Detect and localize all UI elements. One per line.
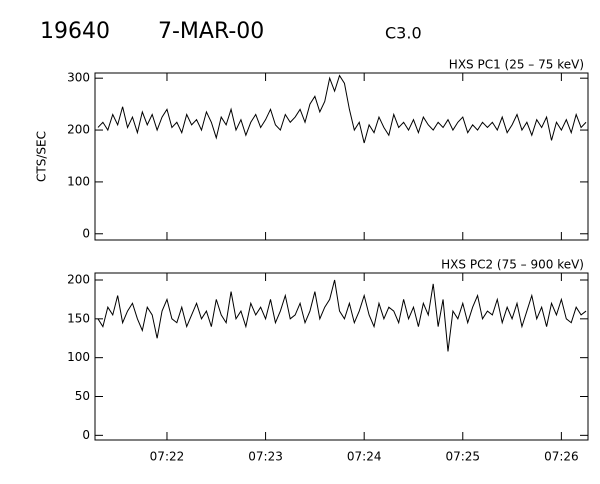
y-tick-label: 200 [67,123,90,137]
x-tick-label: 07:22 [150,450,185,464]
header-class: C3.0 [385,24,422,43]
y-tick-label: 300 [67,71,90,85]
y-tick-label: 50 [75,389,90,403]
header-id: 19640 [40,19,110,44]
panel-title: HXS PC2 (75 – 900 keV) [441,258,584,272]
plot-frame [94,272,589,441]
x-tick-label: 07:25 [445,450,480,464]
header-date: 7-MAR-00 [158,19,264,44]
y-tick-label: 100 [67,174,90,188]
x-tick-label: 07:23 [248,450,283,464]
panel-title: HXS PC1 (25 – 75 keV) [449,58,584,72]
x-tick-label: 07:26 [544,450,579,464]
x-tick-label: 07:24 [347,450,382,464]
y-axis-label: CTS/SEC [35,131,49,182]
y-tick-label: 150 [67,311,90,325]
y-tick-label: 0 [82,428,90,442]
y-tick-label: 200 [67,272,90,286]
data-line [97,279,587,352]
y-tick-label: 0 [82,226,90,240]
plot-frame [94,72,589,241]
data-line [97,74,587,144]
y-tick-label: 100 [67,350,90,364]
